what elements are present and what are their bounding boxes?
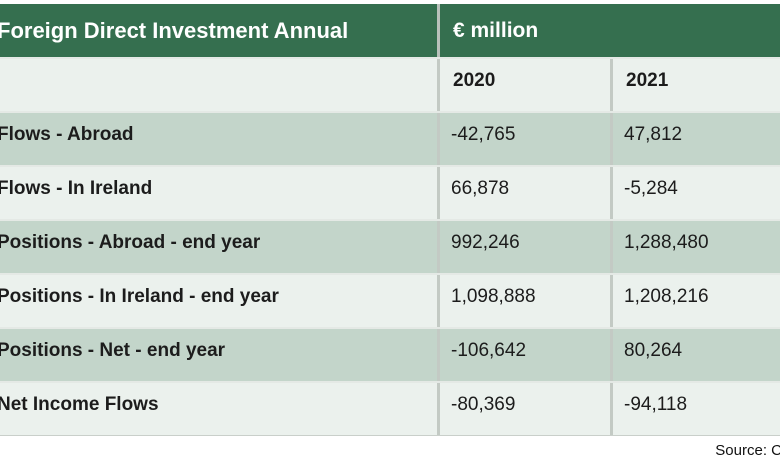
row-label: Flows - Abroad	[0, 124, 134, 145]
table-title-bar: Foreign Direct Investment Annual € milli…	[0, 4, 780, 57]
unit-header: € million	[437, 4, 780, 57]
value-2021: 1,288,480	[610, 221, 780, 273]
row-label: Positions - Net - end year	[0, 340, 226, 361]
value-2020: -80,369	[437, 383, 610, 435]
value-2020: 1,098,888	[437, 275, 610, 327]
column-header-2020: 2020	[437, 59, 610, 111]
value-2020: -42,765	[437, 113, 610, 165]
table-row: Positions - Abroad - end year 992,246 1,…	[0, 219, 780, 273]
fdi-table: Foreign Direct Investment Annual € milli…	[0, 4, 780, 436]
value-2021: 80,264	[610, 329, 780, 381]
value-2020: -106,642	[437, 329, 610, 381]
value-2021: -94,118	[610, 383, 780, 435]
row-label: Positions - Abroad - end year	[0, 232, 261, 253]
value-2021: -5,284	[610, 167, 780, 219]
table-row: Net Income Flows -80,369 -94,118	[0, 381, 780, 435]
source-bar: Source: C	[0, 436, 780, 460]
column-header-row: 2020 2021	[0, 57, 780, 111]
table-row: Positions - Net - end year -106,642 80,2…	[0, 327, 780, 381]
value-2020: 66,878	[437, 167, 610, 219]
row-label: Flows - In Ireland	[0, 178, 153, 199]
row-label: Positions - In Ireland - end year	[0, 286, 279, 307]
table-title: Foreign Direct Investment Annual	[0, 17, 349, 43]
value-2020: 992,246	[437, 221, 610, 273]
source-note: Source: C	[715, 442, 780, 459]
value-2021: 1,208,216	[610, 275, 780, 327]
column-header-2021: 2021	[610, 59, 780, 111]
row-label: Net Income Flows	[0, 394, 159, 415]
table-row: Flows - In Ireland 66,878 -5,284	[0, 165, 780, 219]
table-row: Positions - In Ireland - end year 1,098,…	[0, 273, 780, 327]
label-column-header	[0, 59, 437, 111]
table-row: Flows - Abroad -42,765 47,812	[0, 111, 780, 165]
value-2021: 47,812	[610, 113, 780, 165]
